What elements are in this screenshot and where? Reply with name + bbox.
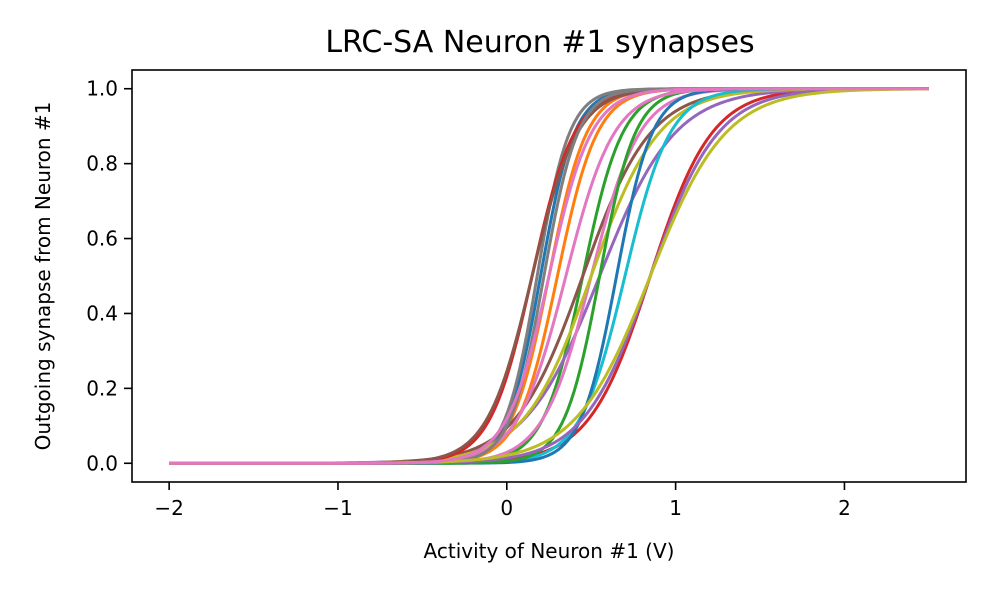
- x-axis-label: Activity of Neuron #1 (V): [424, 539, 675, 563]
- y-tick-label: 0.2: [86, 376, 118, 400]
- y-tick-label: 1.0: [86, 77, 118, 101]
- y-tick-label: 0.4: [86, 301, 118, 325]
- y-tick-label: 0.0: [86, 451, 118, 475]
- series-lines: [169, 87, 929, 465]
- x-tick-label: 0: [500, 496, 513, 520]
- y-tick-label: 0.8: [86, 152, 118, 176]
- plot-frame: [131, 69, 967, 483]
- y-axis-label: Outgoing synapse from Neuron #1: [31, 102, 55, 451]
- x-tick-label: −1: [323, 496, 352, 520]
- x-tick-label: 1: [669, 496, 682, 520]
- series-line-20: [169, 87, 929, 465]
- y-tick-label: 0.6: [86, 227, 118, 251]
- x-axis: −2 −1 0 1 2: [154, 482, 851, 520]
- x-tick-label: 2: [838, 496, 851, 520]
- y-axis: 0.0 0.2 0.4 0.6 0.8 1.0: [86, 77, 132, 475]
- chart-title: LRC-SA Neuron #1 synapses: [325, 25, 754, 60]
- x-tick-label: −2: [154, 496, 183, 520]
